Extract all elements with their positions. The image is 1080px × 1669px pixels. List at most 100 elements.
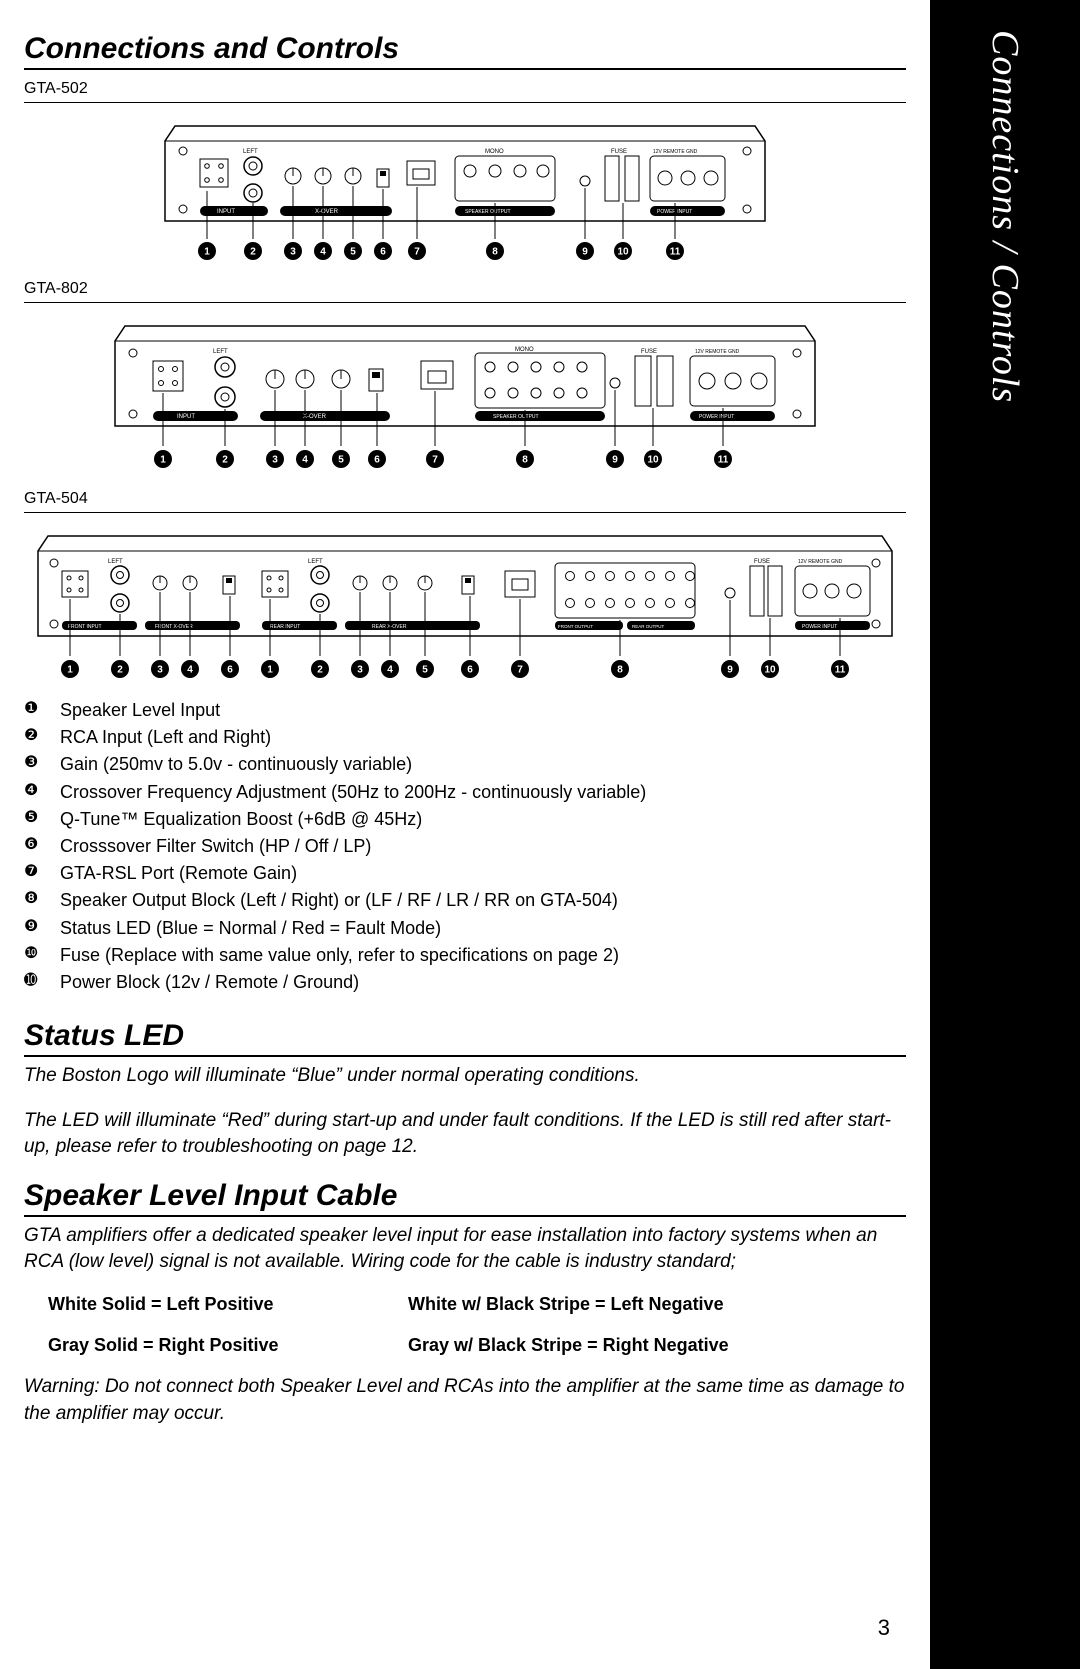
wire-code-white-neg: White w/ Black Stripe = Left Negative <box>408 1294 906 1315</box>
svg-text:10: 10 <box>764 665 776 676</box>
svg-text:4: 4 <box>302 455 308 466</box>
svg-text:1: 1 <box>67 665 73 676</box>
svg-text:POWER INPUT: POWER INPUT <box>802 624 837 630</box>
side-tab: Connections / Controls <box>930 0 1080 1669</box>
svg-text:SPEAKER OUTPUT: SPEAKER OUTPUT <box>465 209 511 215</box>
legend-number: ❼ <box>24 861 46 883</box>
svg-text:7: 7 <box>414 247 420 258</box>
model-label-502: GTA-502 <box>24 76 906 103</box>
svg-text:2: 2 <box>222 455 228 466</box>
svg-text:1: 1 <box>267 665 273 676</box>
svg-text:9: 9 <box>582 247 588 258</box>
svg-text:FUSE: FUSE <box>754 559 770 565</box>
svg-text:POWER INPUT: POWER INPUT <box>699 414 734 420</box>
svg-text:3: 3 <box>357 665 363 676</box>
svg-text:8: 8 <box>492 247 498 258</box>
svg-text:X-OVER: X-OVER <box>315 209 339 215</box>
svg-text:7: 7 <box>432 455 438 466</box>
legend-row: ❶ Speaker Level Input <box>24 698 906 723</box>
legend-row: ❼ GTA-RSL Port (Remote Gain) <box>24 861 906 886</box>
legend-number: ➓ <box>24 970 46 992</box>
speaker-cable-warning: Warning: Do not connect both Speaker Lev… <box>24 1374 906 1427</box>
svg-text:REAR X-OVER: REAR X-OVER <box>372 624 407 630</box>
svg-text:REAR INPUT: REAR INPUT <box>270 624 300 630</box>
svg-text:6: 6 <box>467 665 473 676</box>
svg-text:3: 3 <box>157 665 163 676</box>
legend-list: ❶ Speaker Level Input ❷ RCA Input (Left and… <box>24 698 906 995</box>
svg-text:6: 6 <box>380 247 386 258</box>
svg-text:4: 4 <box>387 665 393 676</box>
svg-text:LEFT: LEFT <box>213 349 228 355</box>
legend-text: Crosssover Filter Switch (HP / Off / LP) <box>60 834 371 859</box>
svg-text:1: 1 <box>160 455 166 466</box>
legend-text: Q-Tune™ Equalization Boost (+6dB @ 45Hz) <box>60 807 422 832</box>
svg-text:FUSE: FUSE <box>641 349 657 355</box>
legend-row: ❽Speaker Output Block (Left / Right) or … <box>24 888 906 913</box>
svg-text:11: 11 <box>670 247 681 258</box>
svg-text:10: 10 <box>647 455 659 466</box>
status-led-para2: The LED will illuminate “Red” during sta… <box>24 1108 906 1161</box>
wire-code-gray-pos: Gray Solid = Right Positive <box>48 1335 368 1356</box>
svg-text:LEFT: LEFT <box>308 559 323 565</box>
legend-text: Speaker Output Block (Left / Right) or (… <box>60 888 618 913</box>
section-speaker-cable-title: Speaker Level Input Cable <box>24 1179 906 1217</box>
svg-text:9: 9 <box>612 455 618 466</box>
speaker-cable-para1: GTA amplifiers offer a dedicated speaker… <box>24 1223 906 1276</box>
legend-text: Power Block (12v / Remote / Ground) <box>60 970 359 995</box>
legend-row: ❷ RCA Input (Left and Right) <box>24 725 906 750</box>
svg-text:8: 8 <box>617 665 623 676</box>
svg-text:REAR OUTPUT: REAR OUTPUT <box>632 624 665 629</box>
legend-number: ❺ <box>24 807 46 829</box>
svg-text:3: 3 <box>290 247 296 258</box>
legend-text: Gain (250mv to 5.0v - continuously varia… <box>60 752 412 777</box>
model-label-802: GTA-802 <box>24 276 906 303</box>
svg-text:9: 9 <box>727 665 733 676</box>
legend-text: Status LED (Blue = Normal / Red = Fault … <box>60 916 441 941</box>
section-status-led-title: Status LED <box>24 1019 906 1057</box>
legend-number: ❶ <box>24 698 46 720</box>
svg-text:FUSE: FUSE <box>611 149 627 155</box>
svg-text:FRONT OUTPUT: FRONT OUTPUT <box>558 624 593 629</box>
side-tab-label: Connections / Controls <box>983 30 1027 403</box>
legend-row: ❺ Q-Tune™ Equalization Boost (+6dB @ 45Hz… <box>24 807 906 832</box>
svg-text:10: 10 <box>617 247 629 258</box>
page-content: Connections and Controls GTA-502 LEFT MO… <box>0 0 930 1477</box>
diagram-gta802: LEFT MONO FUSE 12V REMOTE GND INPUT X-OV… <box>105 311 825 476</box>
svg-text:2: 2 <box>117 665 123 676</box>
legend-text: Fuse (Replace with same value only, refe… <box>60 943 619 968</box>
wire-code-white-pos: White Solid = Left Positive <box>48 1294 368 1315</box>
svg-text:1: 1 <box>204 247 210 258</box>
svg-text:X-OVER: X-OVER <box>303 414 327 420</box>
wire-code-gray-neg: Gray w/ Black Stripe = Right Negative <box>408 1335 906 1356</box>
svg-text:12V REMOTE GND: 12V REMOTE GND <box>798 559 843 565</box>
legend-text: Crossover Frequency Adjustment (50Hz to … <box>60 780 646 805</box>
svg-text:6: 6 <box>227 665 233 676</box>
diagram-gta502: LEFT MONO FUSE 12V REMOTE GND INPUT X-OV… <box>155 111 775 266</box>
legend-row: ❻ Crosssover Filter Switch (HP / Off / LP… <box>24 834 906 859</box>
svg-text:11: 11 <box>835 665 846 676</box>
svg-text:4: 4 <box>320 247 326 258</box>
svg-text:FRONT INPUT: FRONT INPUT <box>68 624 102 630</box>
svg-text:6: 6 <box>374 455 380 466</box>
legend-number: ❻ <box>24 834 46 856</box>
svg-text:LEFT: LEFT <box>108 559 123 565</box>
svg-text:11: 11 <box>718 455 729 466</box>
svg-text:2: 2 <box>250 247 256 258</box>
page-number: 3 <box>878 1615 890 1641</box>
legend-text: GTA-RSL Port (Remote Gain) <box>60 861 297 886</box>
svg-text:3: 3 <box>272 455 278 466</box>
legend-number: ❸ <box>24 752 46 774</box>
legend-number: ❿ <box>24 943 46 965</box>
legend-number: ❷ <box>24 725 46 747</box>
legend-row: ➓ Power Block (12v / Remote / Ground) <box>24 970 906 995</box>
svg-text:MONO: MONO <box>515 347 534 353</box>
section-connections-title: Connections and Controls <box>24 32 906 70</box>
status-led-para1: The Boston Logo will illuminate “Blue” u… <box>24 1063 906 1090</box>
svg-text:5: 5 <box>338 455 344 466</box>
legend-row: ❿ Fuse (Replace with same value only, ref… <box>24 943 906 968</box>
svg-text:SPEAKER OUTPUT: SPEAKER OUTPUT <box>493 414 539 420</box>
legend-text: RCA Input (Left and Right) <box>60 725 271 750</box>
legend-row: ❸ Gain (250mv to 5.0v - continuously vari… <box>24 752 906 777</box>
legend-text: Speaker Level Input <box>60 698 220 723</box>
svg-text:12V REMOTE GND: 12V REMOTE GND <box>653 149 698 155</box>
